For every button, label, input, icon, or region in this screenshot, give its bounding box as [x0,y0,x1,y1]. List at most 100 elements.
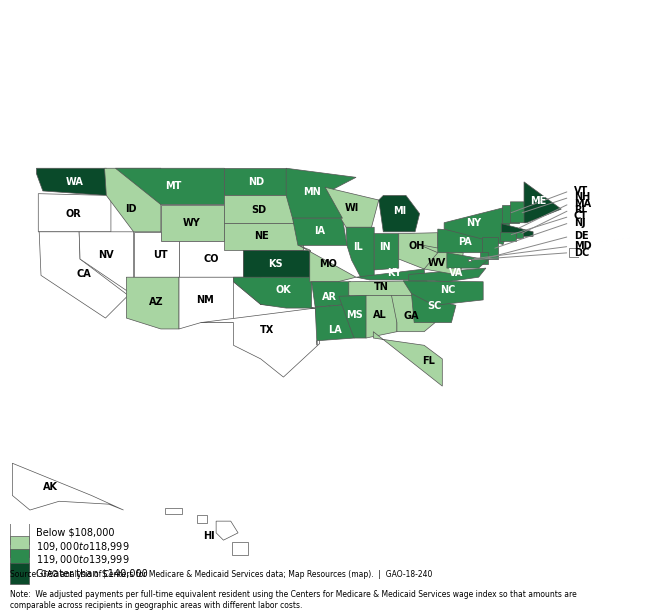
FancyBboxPatch shape [10,522,29,543]
Polygon shape [105,168,161,232]
Polygon shape [224,168,286,195]
Text: CA: CA [76,269,91,280]
Polygon shape [116,168,224,205]
Text: NC: NC [440,285,456,295]
Polygon shape [224,223,304,250]
Polygon shape [419,245,463,275]
Polygon shape [482,237,498,259]
Polygon shape [444,205,516,245]
Text: MS: MS [346,310,363,320]
Polygon shape [311,282,350,307]
Polygon shape [468,259,471,261]
Text: Source: GAO analysis of Centers for Medicare & Medicaid Services data; Map Resou: Source: GAO analysis of Centers for Medi… [10,570,432,579]
Text: $109,000 to $118,999: $109,000 to $118,999 [36,540,129,553]
Polygon shape [398,233,437,269]
Text: NE: NE [254,232,269,241]
Text: Below $108,000: Below $108,000 [36,528,114,538]
Text: IL: IL [353,242,363,252]
Text: KS: KS [268,259,283,269]
Polygon shape [339,295,369,338]
Text: AL: AL [373,310,387,320]
Polygon shape [447,253,488,268]
Text: WV: WV [428,257,446,268]
Polygon shape [39,232,128,318]
Text: $119,000 to $139,999: $119,000 to $139,999 [36,553,129,567]
Polygon shape [197,516,207,522]
Text: VT: VT [574,186,588,196]
Polygon shape [510,202,526,223]
Polygon shape [201,277,320,377]
Polygon shape [12,463,124,510]
Polygon shape [502,205,519,223]
Text: TX: TX [260,325,274,335]
Polygon shape [411,294,456,323]
Text: TN: TN [374,282,389,292]
Text: CT: CT [574,211,588,221]
Text: ND: ND [248,177,265,187]
Polygon shape [232,541,248,555]
Polygon shape [161,205,224,241]
Polygon shape [480,252,488,264]
FancyBboxPatch shape [10,563,29,584]
Polygon shape [379,195,420,232]
Text: ME: ME [530,196,547,206]
Text: SC: SC [427,301,441,311]
Text: CO: CO [203,254,218,264]
Text: NY: NY [467,217,482,228]
Text: KY: KY [387,268,402,278]
Text: ID: ID [125,204,136,214]
Polygon shape [325,187,379,227]
Text: MT: MT [165,181,182,192]
Polygon shape [79,232,134,295]
Polygon shape [134,232,179,277]
Polygon shape [286,168,356,218]
Polygon shape [233,277,311,308]
Polygon shape [501,224,533,237]
Polygon shape [356,269,425,280]
Polygon shape [524,182,561,223]
Polygon shape [179,241,242,277]
Text: Greater than $140,000: Greater than $140,000 [36,569,148,578]
Polygon shape [437,229,491,253]
Polygon shape [315,304,354,346]
Text: OK: OK [276,285,291,295]
Text: MN: MN [304,187,321,197]
Text: IN: IN [380,242,391,252]
Text: IA: IA [314,226,325,236]
Polygon shape [165,508,183,514]
Text: DE: DE [574,232,589,241]
Text: MI: MI [393,206,406,216]
Polygon shape [36,168,107,195]
Text: UT: UT [153,251,167,261]
Text: NV: NV [99,249,114,259]
FancyBboxPatch shape [10,535,29,557]
Text: DC: DC [574,248,589,257]
Polygon shape [373,331,442,386]
Text: WA: WA [66,177,84,187]
Text: MD: MD [574,241,592,251]
Text: NH: NH [574,192,590,202]
Polygon shape [391,295,435,331]
Text: RI: RI [574,205,585,215]
FancyBboxPatch shape [569,248,592,257]
Polygon shape [374,233,398,270]
Text: WI: WI [344,203,359,213]
Text: WY: WY [183,217,201,228]
Polygon shape [499,232,516,241]
Text: SD: SD [252,205,266,215]
Polygon shape [516,232,523,238]
Text: PA: PA [458,237,472,247]
Polygon shape [403,281,483,306]
Text: OR: OR [66,209,81,219]
Text: NM: NM [196,295,214,305]
Polygon shape [216,521,238,540]
Text: OH: OH [409,241,425,251]
Polygon shape [38,193,111,232]
Polygon shape [242,250,310,277]
Text: HI: HI [203,531,215,541]
Polygon shape [346,227,374,277]
Text: AZ: AZ [149,297,164,307]
Text: Note:  We adjusted payments per full-time equivalent resident using the Centers : Note: We adjusted payments per full-time… [10,590,577,609]
Text: VA: VA [448,268,463,278]
Polygon shape [299,245,356,282]
